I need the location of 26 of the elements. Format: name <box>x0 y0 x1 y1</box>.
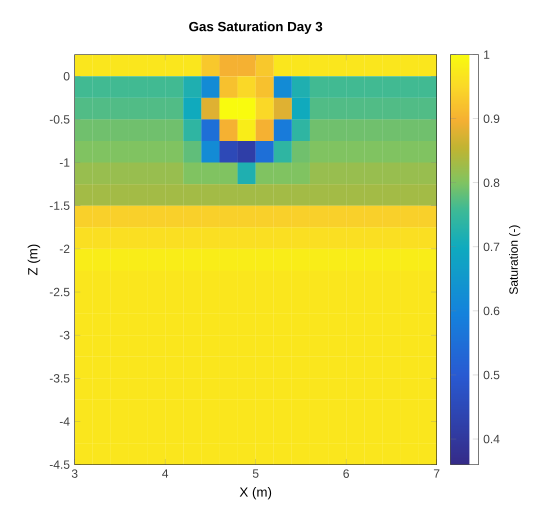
color-bar-label: 0.8 <box>484 178 500 188</box>
color-bar-title: Saturation (-) <box>509 225 520 294</box>
x-tick-label: 5 <box>252 469 258 478</box>
y-tick-label: 0 <box>64 72 70 80</box>
y-tick-label: -1.5 <box>50 202 70 210</box>
x-tick-label: 3 <box>72 469 78 478</box>
y-axis-title: Z (m) <box>28 244 40 276</box>
chart-title: Gas Saturation Day 3 <box>189 22 322 34</box>
x-tick-label: 4 <box>162 469 168 478</box>
y-tick-label: -4 <box>60 417 70 426</box>
color-bar-label: 0.4 <box>484 434 500 444</box>
color-bar-label: 0.9 <box>484 114 500 123</box>
y-tick-label: -2 <box>60 244 70 254</box>
color-bar-label: 1 <box>484 50 490 59</box>
y-tick-label: -3 <box>60 330 70 340</box>
color-bar-label: 0.7 <box>484 242 500 252</box>
y-tick-label: -3.5 <box>50 374 70 383</box>
color-bar-label: 0.5 <box>484 370 500 380</box>
color-bar-label: 0.6 <box>484 306 500 316</box>
x-tick-label: 7 <box>434 469 440 478</box>
x-tick-label: 6 <box>343 469 349 478</box>
y-tick-label: -4.5 <box>50 460 70 469</box>
x-axis-title: X (m) <box>240 487 272 500</box>
y-tick-label: -1 <box>60 158 70 167</box>
y-tick-label: -0.5 <box>50 115 70 124</box>
y-tick-label: -2.5 <box>50 288 70 296</box>
